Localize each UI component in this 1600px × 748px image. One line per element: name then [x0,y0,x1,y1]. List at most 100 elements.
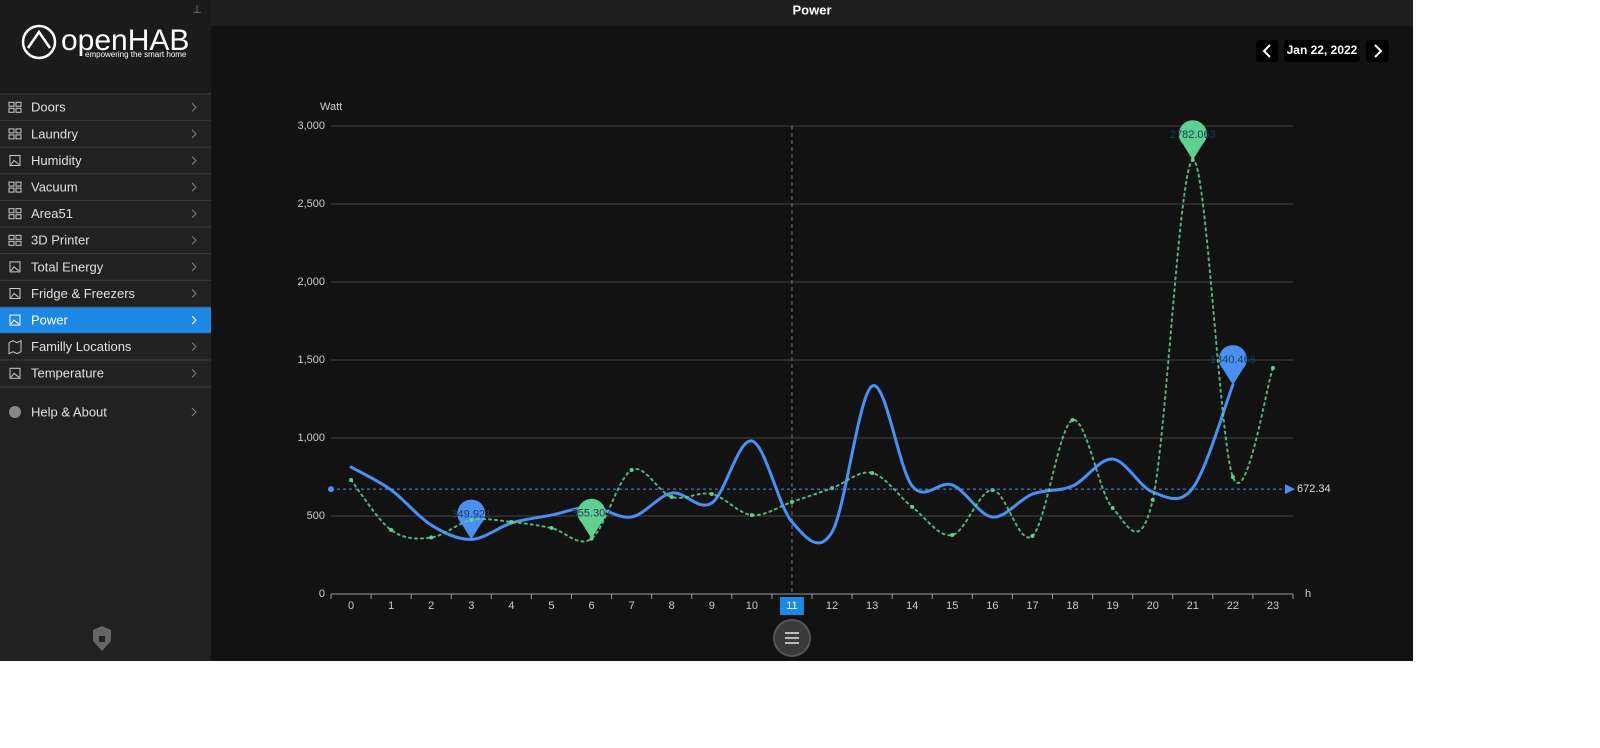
point [469,518,474,523]
grid-icon [15,214,22,220]
mark-line-arrow [1285,484,1295,495]
x-tick-label: 12 [826,600,838,612]
next-button[interactable] [1366,40,1389,62]
x-tick-label: 14 [906,600,918,612]
x-tick-label: 20 [1147,600,1159,612]
help-label: Help & About [31,404,107,419]
item-bg [0,94,211,121]
item-label: Humidity [31,153,82,168]
chevron [191,289,197,298]
x-tick-label: 5 [548,600,554,612]
prev-button[interactable] [1256,40,1278,62]
point [509,519,514,524]
point [629,467,634,472]
menu-item[interactable]: Doors [0,93,211,121]
item-bg [0,360,211,387]
chevron [191,156,197,165]
x-tick-label: 4 [508,600,514,612]
y-tick-label: 2,500 [297,198,325,210]
point [709,492,714,497]
logo-roof [26,29,52,49]
fab-icon [785,632,799,644]
menu-item[interactable]: Vacuum [0,173,211,201]
chevron [191,342,197,352]
menu-item[interactable]: Power [0,306,211,334]
lock-button[interactable] [93,626,111,651]
menu-item[interactable]: Familly Locations [0,332,211,360]
grid-icon [8,107,15,113]
point [870,470,875,475]
chevron [191,407,197,417]
menu-item[interactable]: Fridge & Freezers [0,279,211,307]
help-item[interactable]: Help & About [9,404,197,419]
menu-item[interactable]: Humidity [0,146,211,174]
chevron-right [1374,44,1383,58]
x-tick-label: 3 [468,600,474,612]
point [1230,475,1235,479]
item-bg [0,280,211,307]
header-title: Power [792,2,831,17]
mark-label: 2782.063 [1170,129,1216,141]
y-tick-label: 1,500 [297,354,325,366]
header-bar [211,0,1413,26]
x-tick-label: 16 [986,600,998,612]
point [429,535,434,540]
grid-icon [8,208,15,214]
x-tick-label: 22 [1227,600,1239,612]
image-icon [9,288,21,299]
logo-area [0,0,211,94]
point [669,494,674,499]
x-tick-label: 1 [388,600,394,612]
menu-item[interactable]: Area51 [0,199,211,227]
x-tick-label: 2 [428,600,434,612]
grid-icon [8,134,15,140]
y-tick-label: 500 [307,510,325,522]
x-tick-label: 15 [946,600,958,612]
menu-item[interactable]: Total Energy [0,253,211,281]
menu-fab[interactable] [773,619,811,657]
x-tick-label: 7 [629,600,635,612]
item-bg [0,306,211,334]
menu-item[interactable]: Laundry [0,120,211,148]
image-icon [9,261,21,273]
item-label: 3D Printer [31,233,90,248]
grid-icon [8,128,15,134]
item-bg [0,120,211,148]
image-icon [9,367,21,379]
mark-label: 349.921 [451,508,491,520]
chevron-left [1262,44,1271,58]
grid-icon [15,234,22,240]
image-icon-peak [10,372,20,378]
logo-icon [21,24,57,60]
date-button[interactable]: Jan 22, 2022 [1284,40,1360,62]
y-tick-label: 2,000 [297,276,325,288]
item-label: Doors [31,100,66,115]
button-bg [1256,40,1278,62]
mark-line-label: 672.34 [1297,483,1331,495]
crosshair-label-bg [779,597,804,615]
chevron [191,235,197,245]
chevron [191,182,197,192]
point [1270,365,1275,370]
item-label: Total Energy [31,259,104,274]
logo[interactable]: openHAB empowering the smart home [21,24,189,60]
grid-icon [15,208,22,214]
pin-icon[interactable]: ⊥ [192,4,202,16]
image-icon [9,314,21,326]
grid-icon [15,101,22,107]
grid-icon [8,234,15,240]
menu-item[interactable]: Temperature [0,359,211,387]
menu-item[interactable]: 3D Printer [0,226,211,254]
chevron [191,102,197,112]
image-icon-peak [10,159,20,165]
grid-icon [8,101,15,107]
logo-tagline: empowering the smart home [85,50,187,59]
sidebar-menu: Doors Laundry Humidity Vacuum Area51 3D Print… [0,93,211,387]
mark-pin [577,498,606,539]
grid-icon [15,128,22,134]
point [389,528,394,533]
button-bg [1366,40,1389,62]
point [349,477,354,482]
x-axis-label: h [1305,588,1311,600]
